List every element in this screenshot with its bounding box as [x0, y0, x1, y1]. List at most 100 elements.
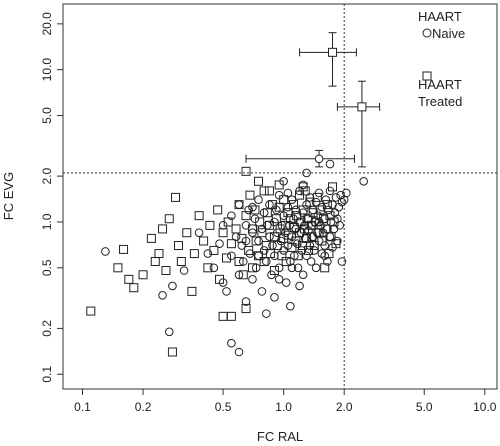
naive-point	[209, 263, 219, 273]
naive-point	[335, 221, 345, 230]
data-points	[86, 159, 368, 357]
treated-point	[317, 236, 327, 246]
naive-point	[317, 249, 327, 258]
legend-naive-line2: Naive	[432, 26, 465, 41]
treated-point	[158, 224, 168, 234]
x-tick-label: 1.0	[275, 400, 292, 414]
treated-point	[247, 263, 257, 273]
x-tick-label: 10.0	[473, 400, 497, 414]
treated-point	[285, 214, 295, 224]
y-tick-label: 2.0	[40, 167, 54, 184]
naive-point	[194, 228, 204, 238]
naive-point	[342, 188, 351, 198]
naive-point	[309, 246, 319, 255]
treated-point	[173, 241, 183, 251]
naive-point	[270, 293, 279, 302]
naive-point	[241, 297, 251, 306]
naive-point	[254, 195, 263, 205]
treated-point	[247, 224, 257, 234]
treated-point	[245, 190, 255, 200]
treated-point	[257, 228, 267, 238]
treated-point	[238, 270, 248, 280]
naive-point	[222, 287, 231, 296]
treated-point	[209, 245, 219, 255]
errorbar-center-point	[314, 154, 324, 164]
treated-point	[280, 220, 290, 230]
treated-point	[279, 233, 289, 243]
treated-point	[218, 228, 228, 238]
naive-point	[254, 251, 263, 261]
naive-point	[227, 251, 236, 261]
y-tick-label: 5.0	[40, 107, 54, 124]
naive-point	[337, 197, 347, 207]
naive-point	[321, 195, 331, 205]
treated-point	[302, 233, 312, 243]
naive-point	[245, 249, 255, 258]
treated-point	[205, 220, 215, 230]
naive-point	[302, 251, 311, 261]
treated-point	[119, 244, 129, 254]
naive-point	[227, 211, 236, 220]
naive-point	[359, 176, 368, 186]
treated-point	[284, 230, 294, 240]
treated-point	[254, 251, 264, 261]
treated-point	[269, 232, 279, 242]
treated-point	[138, 270, 148, 280]
treated-point	[331, 239, 341, 249]
naive-point	[293, 263, 303, 273]
naive-point	[101, 247, 110, 256]
errorbar-center-point	[328, 47, 338, 57]
naive-point	[295, 281, 304, 291]
treated-point	[267, 200, 277, 210]
treated-point	[182, 228, 192, 238]
treated-point	[283, 208, 293, 218]
naive-point	[283, 202, 293, 212]
treated-point	[322, 200, 332, 210]
naive-point	[274, 263, 284, 273]
treated-point	[86, 306, 96, 316]
legend-treated-line1: HAART	[418, 77, 462, 92]
treated-point	[251, 236, 261, 246]
naive-point	[254, 236, 263, 246]
treated-point	[281, 257, 291, 267]
treated-point	[226, 239, 236, 249]
y-tick-label: 0.2	[40, 320, 54, 337]
x-tick-label: 0.5	[215, 400, 232, 414]
treated-point	[215, 274, 225, 284]
legend-naive-line1: HAART	[418, 9, 462, 24]
treated-point	[306, 220, 316, 230]
treated-point	[328, 182, 338, 192]
treated-point	[129, 283, 139, 293]
treated-point	[237, 233, 247, 243]
treated-point	[321, 224, 331, 234]
treated-point	[264, 220, 274, 230]
treated-point	[289, 222, 299, 232]
y-tick-label: 0.5	[40, 259, 54, 276]
treated-point	[113, 263, 123, 273]
treated-point	[199, 236, 209, 246]
treated-point	[254, 176, 264, 186]
naive-point	[168, 281, 177, 291]
naive-point	[302, 168, 311, 178]
naive-point	[311, 263, 321, 273]
treated-point	[304, 245, 314, 255]
treated-point	[271, 214, 281, 224]
treated-point	[164, 214, 174, 224]
treated-point	[241, 166, 251, 176]
treated-point	[320, 263, 330, 273]
treated-point	[150, 257, 160, 267]
errorbar-center-point	[357, 102, 367, 112]
treated-point	[244, 245, 254, 255]
treated-point	[289, 200, 299, 210]
plot-frame	[62, 3, 498, 390]
naive-point	[234, 347, 244, 357]
y-tick-label: 0.1	[40, 366, 54, 383]
naive-point	[250, 214, 260, 224]
treated-point	[326, 232, 336, 242]
treated-point	[272, 241, 282, 251]
treated-point	[324, 249, 334, 259]
naive-point	[331, 193, 341, 202]
naive-point	[274, 275, 284, 284]
treated-point	[194, 211, 204, 221]
naive-point	[325, 159, 335, 169]
